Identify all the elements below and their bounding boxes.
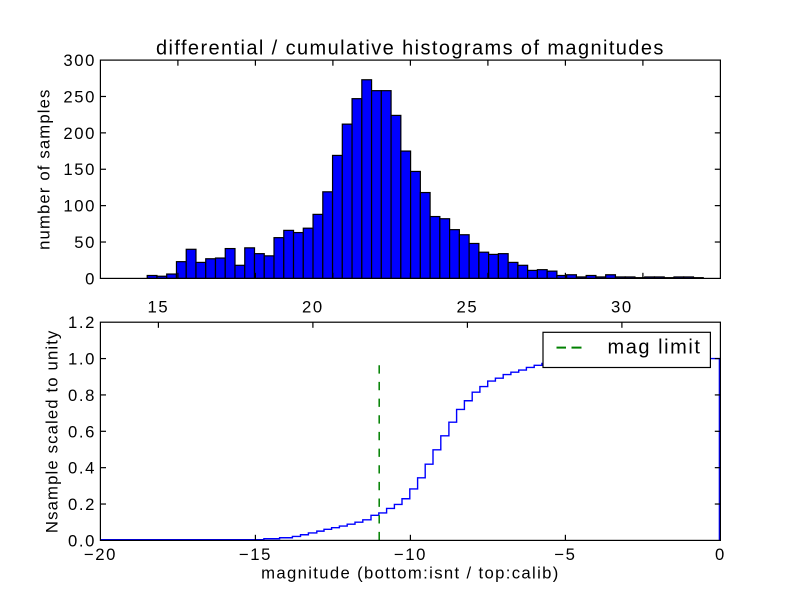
svg-text:−10: −10 bbox=[394, 545, 427, 564]
svg-text:0: 0 bbox=[715, 545, 726, 564]
svg-text:number of samples: number of samples bbox=[34, 88, 53, 249]
svg-text:1.0: 1.0 bbox=[68, 350, 96, 369]
svg-text:differential / cumulative hist: differential / cumulative histograms of … bbox=[156, 38, 665, 60]
svg-text:25: 25 bbox=[457, 298, 479, 317]
svg-text:200: 200 bbox=[63, 124, 96, 143]
svg-text:0.4: 0.4 bbox=[68, 459, 96, 478]
svg-text:0.8: 0.8 bbox=[68, 386, 96, 405]
svg-text:1.2: 1.2 bbox=[68, 313, 96, 332]
svg-text:0: 0 bbox=[85, 269, 96, 288]
svg-text:−20: −20 bbox=[84, 545, 117, 564]
svg-text:250: 250 bbox=[63, 88, 96, 107]
svg-text:50: 50 bbox=[74, 233, 96, 252]
svg-text:150: 150 bbox=[63, 160, 96, 179]
svg-text:15: 15 bbox=[148, 298, 170, 317]
svg-text:100: 100 bbox=[63, 197, 96, 216]
svg-text:0.2: 0.2 bbox=[68, 495, 96, 514]
svg-text:300: 300 bbox=[63, 51, 96, 70]
svg-text:−15: −15 bbox=[239, 545, 272, 564]
svg-text:30: 30 bbox=[611, 298, 633, 317]
svg-text:Nsample scaled to unity: Nsample scaled to unity bbox=[42, 329, 61, 533]
svg-text:magnitude (bottom:isnt / top:c: magnitude (bottom:isnt / top:calib) bbox=[261, 564, 560, 583]
svg-text:0.0: 0.0 bbox=[68, 531, 96, 550]
svg-text:0.6: 0.6 bbox=[68, 422, 96, 441]
svg-text:mag limit: mag limit bbox=[608, 337, 702, 359]
svg-text:20: 20 bbox=[302, 298, 324, 317]
svg-text:−5: −5 bbox=[554, 545, 576, 564]
